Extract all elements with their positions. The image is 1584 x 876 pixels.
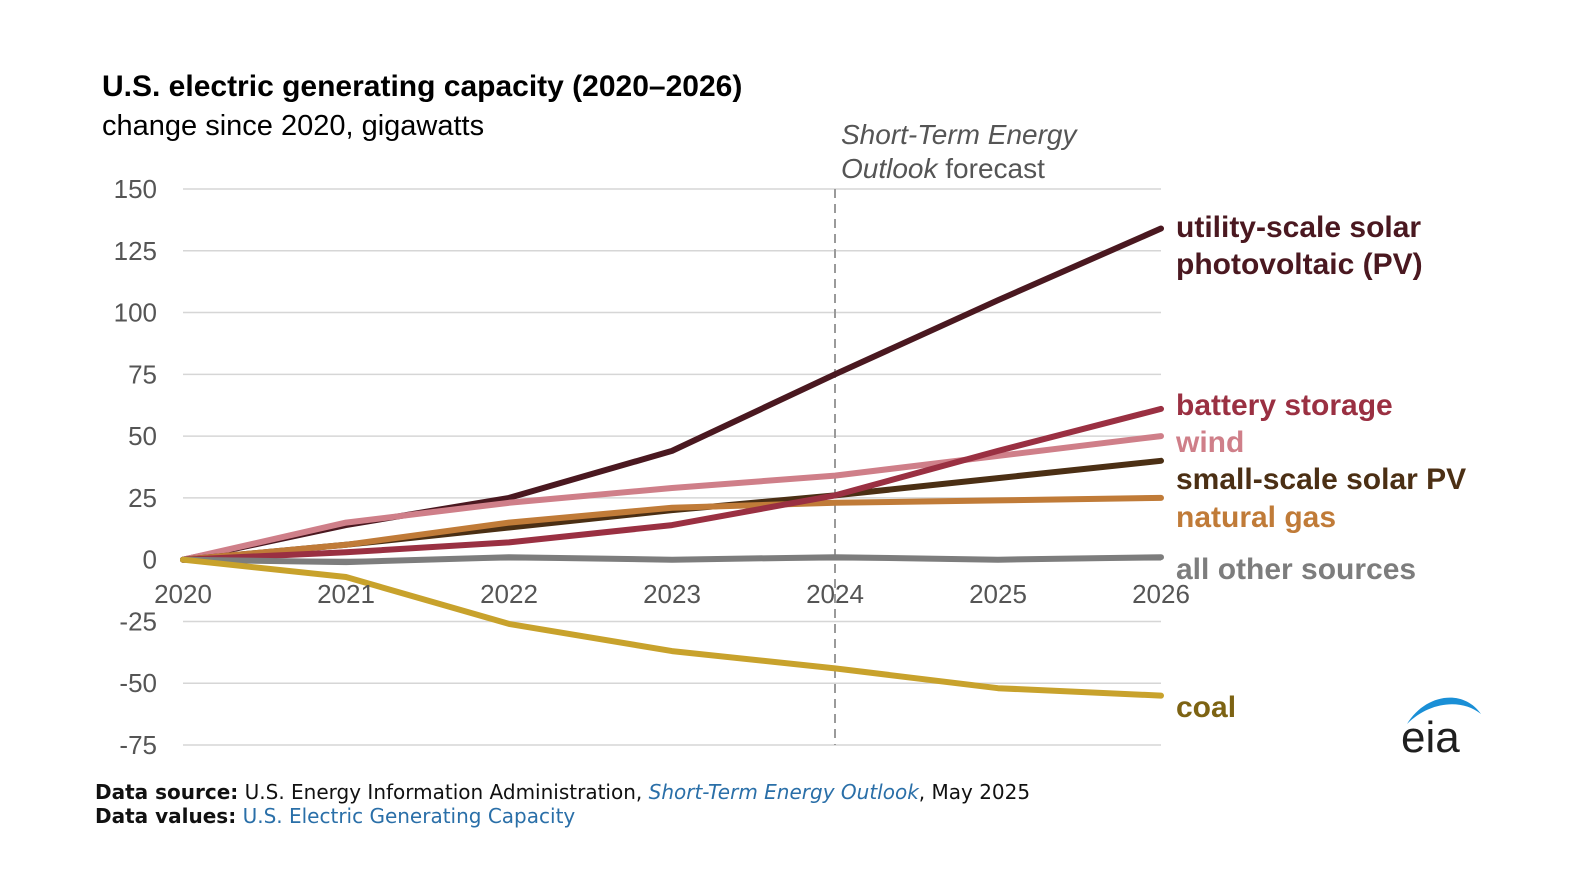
- x-tick-label: 2022: [480, 579, 538, 609]
- steo-link[interactable]: Short-Term Energy Outlook: [648, 780, 919, 804]
- series-line: [180, 556, 1164, 699]
- series-label: small-scale solar PV: [1176, 463, 1466, 496]
- data-values-note: Data values: U.S. Electric Generating Ca…: [95, 804, 575, 828]
- eia-logo-swoosh: [1407, 697, 1481, 724]
- series-label: wind: [1175, 426, 1244, 459]
- chart-subtitle: change since 2020, gigawatts: [102, 110, 485, 142]
- x-tick-label: 2025: [969, 579, 1027, 609]
- x-tick-label: 2020: [154, 579, 212, 609]
- x-tick-label: 2023: [643, 579, 701, 609]
- series-label: coal: [1176, 691, 1236, 724]
- y-tick-label: 75: [128, 359, 157, 389]
- series-line: [180, 554, 1164, 566]
- data-source-date: , May 2025: [918, 780, 1031, 804]
- y-tick-label: 100: [114, 298, 157, 328]
- series-label: all other sources: [1176, 553, 1416, 586]
- data-source-text: U.S. Energy Information Administration,: [238, 780, 649, 804]
- series-label: battery storage: [1176, 389, 1393, 422]
- eia-logo: eia: [1401, 697, 1481, 760]
- x-tick-label: 2021: [317, 579, 375, 609]
- series-label: utility-scale solar: [1176, 211, 1421, 244]
- y-tick-label: 150: [114, 174, 157, 204]
- forecast-label-line2: Outlook forecast: [841, 153, 1045, 184]
- y-tick-label: 25: [128, 483, 157, 513]
- y-tick-label: -75: [119, 730, 157, 760]
- data-source-note: Data source: U.S. Energy Information Adm…: [95, 780, 1030, 804]
- y-tick-label: -50: [119, 668, 157, 698]
- series-line: [180, 433, 1164, 563]
- chart-title: U.S. electric generating capacity (2020–…: [102, 70, 743, 103]
- eia-logo-text: eia: [1401, 713, 1460, 760]
- x-tick-label: 2024: [806, 579, 864, 609]
- y-tick-label: 50: [128, 421, 157, 451]
- series-label: photovoltaic (PV): [1176, 248, 1423, 281]
- data-values-link[interactable]: U.S. Electric Generating Capacity: [236, 804, 576, 828]
- data-values-label: Data values:: [95, 804, 237, 828]
- series-label: natural gas: [1176, 501, 1336, 534]
- forecast-label-rest: forecast: [938, 153, 1046, 184]
- forecast-label-italic: Outlook: [841, 153, 939, 184]
- y-tick-label: 0: [143, 545, 157, 575]
- series-line: [180, 405, 1164, 563]
- y-tick-label: -25: [119, 606, 157, 636]
- x-tick-label: 2026: [1132, 579, 1190, 609]
- forecast-label-line1: Short-Term Energy: [841, 119, 1078, 150]
- y-tick-label: 125: [114, 236, 157, 266]
- data-source-label: Data source:: [95, 780, 239, 804]
- series-line: [180, 494, 1164, 563]
